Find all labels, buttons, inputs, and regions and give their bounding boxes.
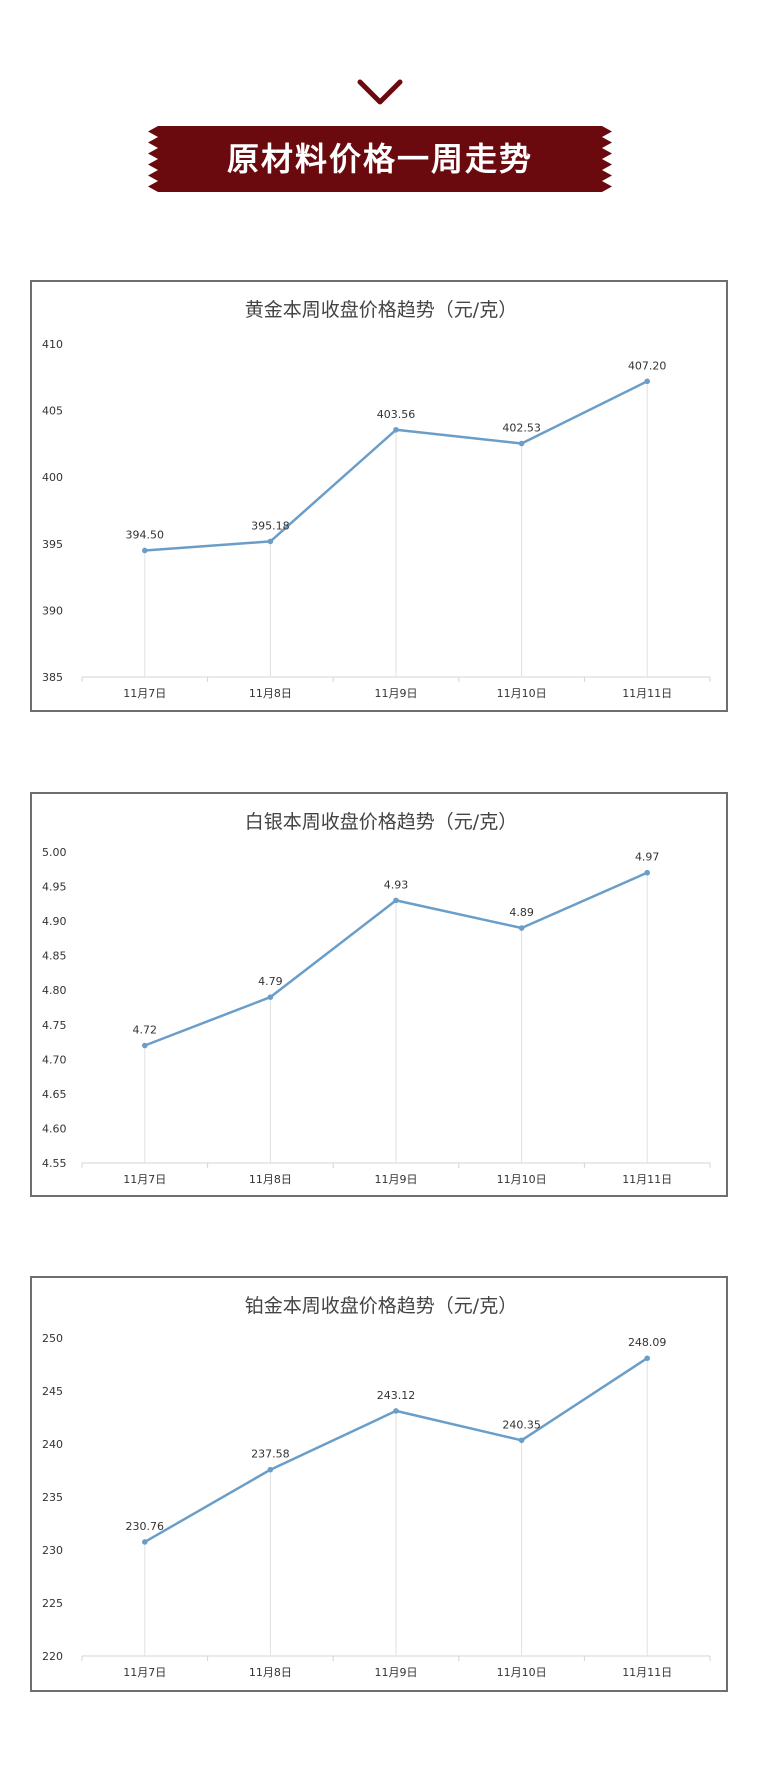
data-point: [644, 1355, 650, 1362]
chart-title: 黄金本周收盘价格趋势（元/克）: [245, 299, 517, 321]
y-tick-label: 395: [42, 538, 63, 551]
silver-chart-svg: 白银本周收盘价格趋势（元/克） 4.55 4.60 4.65 4.70 4.75 4.80 4…: [42, 811, 711, 1186]
data-point: [393, 426, 399, 433]
y-tick-label: 4.55: [42, 1157, 67, 1170]
y-tick-label: 4.60: [42, 1122, 67, 1135]
y-tick-label: 4.90: [42, 915, 67, 928]
data-point: [518, 440, 525, 447]
y-tick-label: 5.00: [42, 846, 67, 859]
data-label: 4.72: [133, 1024, 158, 1037]
y-tick-label: 4.85: [42, 950, 67, 963]
x-tick-label: 11月7日: [123, 1173, 166, 1186]
x-tick-label: 11月10日: [497, 1173, 547, 1186]
data-point: [267, 538, 274, 545]
x-tick-label: 11月7日: [123, 1666, 166, 1679]
x-tick-label: 11月8日: [249, 687, 292, 700]
data-label: 4.89: [509, 906, 534, 919]
data-label: 4.79: [258, 975, 283, 988]
x-tick-label: 11月8日: [249, 1666, 292, 1679]
x-tick-label: 11月10日: [497, 687, 547, 700]
x-tick-label: 11月8日: [249, 1173, 292, 1186]
data-label: 395.18: [251, 519, 290, 532]
x-tick-label: 11月9日: [375, 687, 418, 700]
y-tick-label: 225: [42, 1597, 63, 1610]
chart-title: 铂金本周收盘价格趋势（元/克）: [245, 1295, 517, 1317]
data-label: 243.12: [377, 1389, 416, 1402]
y-tick-label: 235: [42, 1491, 63, 1504]
data-label: 403.56: [377, 408, 416, 421]
y-tick-label: 220: [42, 1650, 63, 1663]
data-label: 230.76: [126, 1520, 165, 1533]
page-title: 原材料价格一周走势: [226, 140, 533, 178]
data-point: [644, 869, 650, 876]
x-tick-label: 11月7日: [123, 687, 166, 700]
x-tick-label: 11月11日: [622, 1173, 672, 1186]
data-label: 407.20: [628, 359, 667, 372]
data-point: [393, 1408, 399, 1414]
x-tick-label: 11月9日: [375, 1173, 418, 1186]
y-tick-label: 405: [42, 405, 63, 418]
data-label: 402.53: [502, 422, 541, 435]
x-tick-label: 11月11日: [622, 1666, 672, 1679]
x-tick-label: 11月9日: [375, 1666, 418, 1679]
y-tick-label: 4.95: [42, 881, 67, 894]
y-tick-label: 390: [42, 604, 63, 617]
data-label: 4.93: [384, 878, 409, 891]
data-label: 4.97: [635, 851, 660, 864]
data-label: 394.50: [126, 528, 165, 541]
banner-shape: [148, 126, 612, 192]
data-point: [142, 1042, 148, 1049]
silver-price-chart: 白银本周收盘价格趋势（元/克） 4.55 4.60 4.65 4.70 4.75 4.80 4…: [30, 792, 728, 1197]
data-point: [267, 1466, 274, 1473]
y-tick-label: 230: [42, 1544, 63, 1557]
y-tick-label: 385: [42, 671, 63, 684]
y-tick-label: 240: [42, 1438, 63, 1451]
data-point: [518, 1437, 525, 1444]
data-point: [267, 994, 274, 1000]
x-tick-label: 11月11日: [622, 687, 672, 700]
data-point: [518, 925, 525, 931]
gold-chart-svg: 黄金本周收盘价格趋势（元/克） 385 390 395 400 405 410 394.50 3…: [42, 299, 711, 700]
y-tick-label: 400: [42, 471, 63, 484]
x-tick-label: 11月10日: [497, 1666, 547, 1679]
y-tick-label: 4.80: [42, 984, 67, 997]
title-banner: [148, 126, 612, 192]
data-label: 240.35: [502, 1418, 541, 1431]
data-point: [393, 897, 399, 904]
data-label: 248.09: [628, 1336, 667, 1349]
data-point: [142, 1539, 148, 1545]
chevron-down-icon: [357, 79, 403, 105]
y-tick-label: 245: [42, 1385, 63, 1398]
chart-title: 白银本周收盘价格趋势（元/克）: [245, 811, 517, 833]
y-tick-label: 4.70: [42, 1053, 67, 1066]
platinum-price-chart: 铂金本周收盘价格趋势（元/克） 220 225 230 235 240 245 250 230.…: [30, 1276, 728, 1692]
data-label: 237.58: [251, 1448, 290, 1461]
y-tick-label: 250: [42, 1332, 63, 1345]
y-tick-label: 4.75: [42, 1019, 67, 1032]
data-point: [142, 547, 148, 554]
gold-price-chart: 黄金本周收盘价格趋势（元/克） 385 390 395 400 405 410 394.50 3…: [30, 280, 728, 712]
y-tick-label: 4.65: [42, 1088, 67, 1101]
y-tick-label: 410: [42, 338, 63, 351]
data-point: [644, 378, 650, 385]
platinum-chart-svg: 铂金本周收盘价格趋势（元/克） 220 225 230 235 240 245 250 230.…: [42, 1295, 711, 1679]
